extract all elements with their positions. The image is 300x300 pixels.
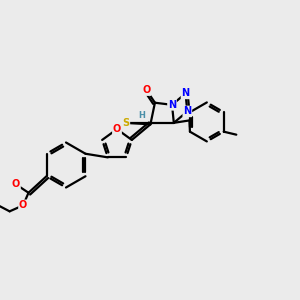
Text: N: N [182,88,190,98]
Text: N: N [168,100,176,110]
Text: O: O [12,179,20,189]
Text: H: H [138,111,145,120]
Text: S: S [122,118,129,128]
Text: O: O [113,124,121,134]
Text: N: N [183,106,191,116]
Text: O: O [19,200,27,210]
Text: O: O [142,85,151,95]
